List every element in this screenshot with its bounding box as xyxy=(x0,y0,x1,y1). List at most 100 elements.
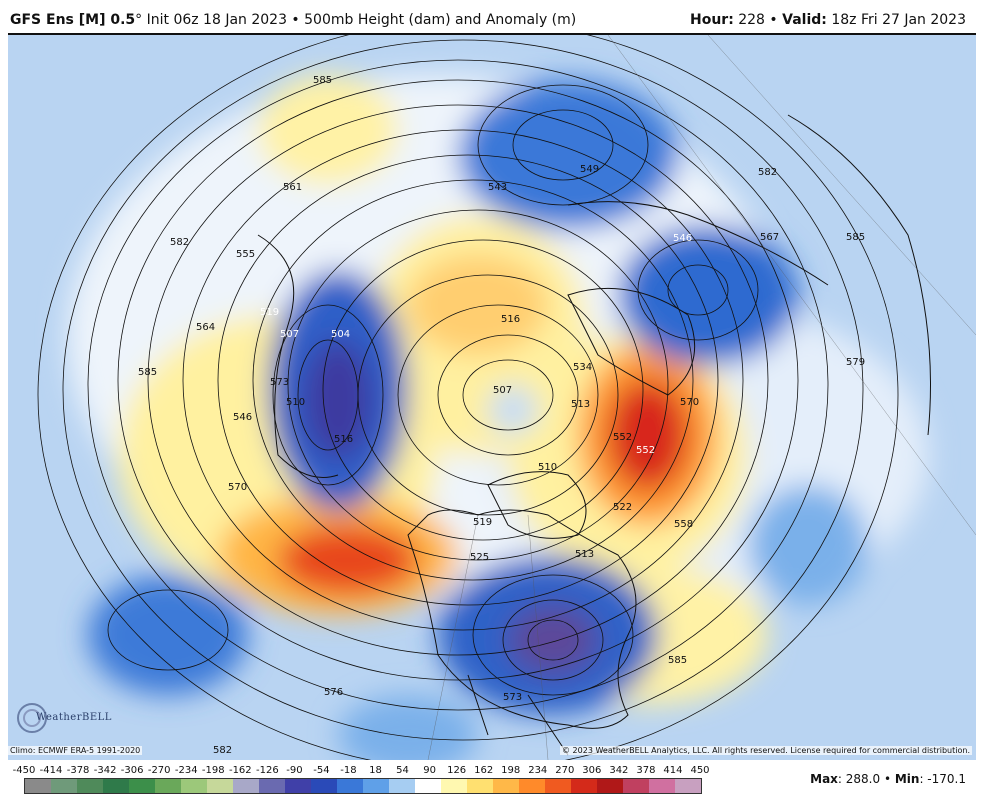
colorbar-labels: -450 -414 -378 -342 -306 -270 -234 -198 -162 -126… xyxy=(12,765,710,779)
contour-label: 582 xyxy=(758,167,777,178)
contour-label: 555 xyxy=(236,249,255,260)
colorbar-swatch xyxy=(311,779,337,793)
colorbar-swatch xyxy=(571,779,597,793)
min-label: Min xyxy=(894,772,920,786)
weatherbell-logo: WeatherBELL xyxy=(14,698,124,738)
valid-time: Hour: 228 • Valid: 18z Fri 27 Jan 2023 xyxy=(690,12,966,28)
anomaly-map: 585 561 582 555 564 585 546 570 519 507 … xyxy=(8,35,976,760)
colorbar-swatch xyxy=(441,779,467,793)
contour-label: 546 xyxy=(673,233,692,244)
height-contours xyxy=(37,35,899,760)
contour-label: 516 xyxy=(334,434,353,445)
colorbar-tick-label: 90 xyxy=(423,765,436,776)
contour-label: 570 xyxy=(228,482,247,493)
colorbar-swatch xyxy=(77,779,103,793)
colorbar-tick-label: 270 xyxy=(555,765,575,776)
map-svg: 585 561 582 555 564 585 546 570 519 507 … xyxy=(8,35,976,760)
colorbar-tick-label: 198 xyxy=(501,765,521,776)
degree-symbol: ° xyxy=(135,12,143,28)
colorbar-swatch xyxy=(363,779,389,793)
contour-label: 510 xyxy=(538,462,557,473)
colorbar-tick-label: -162 xyxy=(228,765,252,776)
max-min-readout: Max: 288.0 • Min: -170.1 xyxy=(810,772,966,786)
colorbar-swatch xyxy=(233,779,259,793)
contour-label: 573 xyxy=(503,692,522,703)
colorbar-tick-label: -414 xyxy=(39,765,63,776)
hour-value: 228 • xyxy=(733,12,783,28)
colorbar-tick-label: -18 xyxy=(340,765,357,776)
contour-label: 507 xyxy=(280,329,299,340)
model-title: GFS Ens [M] 0.5° Init 06z 18 Jan 2023 • … xyxy=(10,12,576,28)
contour-label: 519 xyxy=(260,307,279,318)
header-bar: GFS Ens [M] 0.5° Init 06z 18 Jan 2023 • … xyxy=(0,0,984,34)
colorbar-tick-label: 342 xyxy=(609,765,629,776)
colorbar-tick-label: 306 xyxy=(582,765,602,776)
colorbar-swatch xyxy=(675,779,701,793)
min-value: : -170.1 xyxy=(919,772,966,786)
max-value: : 288.0 • xyxy=(837,772,895,786)
contour-label: 570 xyxy=(680,397,699,408)
contour-label: 516 xyxy=(501,314,520,325)
logo-swirl-icon xyxy=(17,703,47,733)
header-rule xyxy=(8,33,976,35)
contour-label: 585 xyxy=(668,655,687,666)
contour-labels: 585 561 582 555 564 585 546 570 519 507 … xyxy=(138,75,865,756)
contour-label: 561 xyxy=(283,182,302,193)
contour-label: 585 xyxy=(138,367,157,378)
colorbar-swatch xyxy=(51,779,77,793)
max-label: Max xyxy=(810,772,838,786)
contour-label: 507 xyxy=(493,385,512,396)
contour-label: 513 xyxy=(571,399,590,410)
contour-label: 549 xyxy=(580,164,599,175)
valid-value: 18z Fri 27 Jan 2023 xyxy=(826,12,966,28)
contour-label: 543 xyxy=(488,182,507,193)
colorbar-swatch xyxy=(493,779,519,793)
colorbar-swatch xyxy=(285,779,311,793)
colorbar-tick-label: -306 xyxy=(120,765,144,776)
colorbar-tick-label: 234 xyxy=(528,765,548,776)
copyright-note: © 2023 WeatherBELL Analytics, LLC. All r… xyxy=(560,746,972,755)
colorbar-tick-label: -378 xyxy=(66,765,90,776)
colorbar-swatch xyxy=(155,779,181,793)
contour-label: 558 xyxy=(674,519,693,530)
colorbar-swatch xyxy=(597,779,623,793)
coastlines xyxy=(257,114,931,756)
colorbar-swatch xyxy=(467,779,493,793)
colorbar-tick-label: 414 xyxy=(663,765,683,776)
colorbar-swatch xyxy=(259,779,285,793)
contour-label: 564 xyxy=(196,322,215,333)
colorbar-tick-label: -234 xyxy=(174,765,198,776)
colorbar-swatch xyxy=(337,779,363,793)
colorbar-swatch xyxy=(389,779,415,793)
colorbar-tick-label: 378 xyxy=(636,765,656,776)
colorbar-swatch xyxy=(649,779,675,793)
logo-text: WeatherBELL xyxy=(36,712,112,723)
contour-label: 525 xyxy=(470,552,489,563)
hour-label: Hour: xyxy=(689,12,734,28)
contour-label: 552 xyxy=(636,445,655,456)
contour-label: 582 xyxy=(213,745,232,756)
contour-label: 573 xyxy=(270,377,289,388)
colorbar-tick-label: 54 xyxy=(396,765,409,776)
colorbar-swatch xyxy=(519,779,545,793)
contour-label: 579 xyxy=(846,357,865,368)
colorbar-tick-label: -198 xyxy=(201,765,225,776)
contour-label: 546 xyxy=(233,412,252,423)
contour-label: 519 xyxy=(473,517,492,528)
colorbar-tick-label: -54 xyxy=(313,765,330,776)
contour-label: 522 xyxy=(613,502,632,513)
contour-label: 510 xyxy=(286,397,305,408)
contour-label: 513 xyxy=(575,549,594,560)
colorbar-swatch xyxy=(207,779,233,793)
colorbar-tick-label: -450 xyxy=(12,765,36,776)
colorbar-tick-label: -126 xyxy=(256,765,279,776)
contour-label: 585 xyxy=(313,75,332,86)
colorbar-tick-label: -270 xyxy=(147,765,171,776)
contour-label: 504 xyxy=(331,329,350,340)
colorbar-tick-label: 162 xyxy=(474,765,494,776)
colorbar-tick-label: 450 xyxy=(690,765,710,776)
colorbar-swatch xyxy=(25,779,51,793)
contour-label: 552 xyxy=(613,432,632,443)
contour-label: 534 xyxy=(573,362,592,373)
colorbar-swatch xyxy=(103,779,129,793)
